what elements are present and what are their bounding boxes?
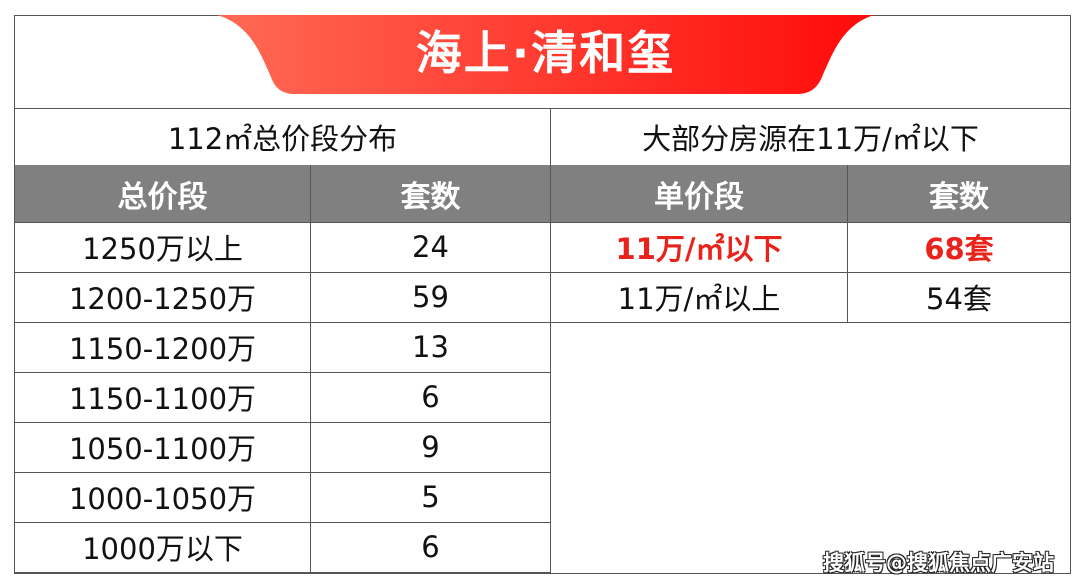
table-cell-count: 13 <box>311 322 551 373</box>
watermark: 搜狐号@搜狐焦点广安站 <box>823 551 1054 575</box>
header-total-price: 总价段 <box>14 165 311 223</box>
header-unit-price: 单价段 <box>551 165 848 223</box>
table-cell-price-range: 1000-1050万 <box>14 472 311 523</box>
table-frame: 海上·清和玺 <box>14 15 1071 574</box>
table-cell-unit-price: 11万/㎡以下 <box>551 222 848 273</box>
header-count: 套数 <box>311 165 551 223</box>
title-banner: 海上·清和玺 <box>217 15 874 94</box>
right-table-caption: 大部分房源在11万/㎡以下 <box>551 108 1071 166</box>
table-cell-price-range: 1150-1100万 <box>14 372 311 423</box>
table-cell-count: 6 <box>311 372 551 423</box>
banner-shape <box>217 15 874 94</box>
table-cell-price-range: 1000万以下 <box>14 522 311 573</box>
table-cell-price-range: 1150-1200万 <box>14 322 311 373</box>
table-cell-count: 59 <box>311 272 551 323</box>
left-table-caption: 112㎡总价段分布 <box>14 108 551 166</box>
table-cell-price-range: 1200-1250万 <box>14 272 311 323</box>
table-cell-price-range: 1050-1100万 <box>14 422 311 473</box>
header-count: 套数 <box>848 165 1071 223</box>
page-title: 海上·清和玺 <box>415 26 676 80</box>
table-cell-count: 54套 <box>848 272 1071 323</box>
table-cell-unit-price: 11万/㎡以上 <box>551 272 848 323</box>
table-cell-price-range: 1250万以上 <box>14 222 311 273</box>
table-cell-count: 24 <box>311 222 551 273</box>
table-cell-count: 5 <box>311 472 551 523</box>
table-cell-count: 68套 <box>848 222 1071 273</box>
table-cell-count: 9 <box>311 422 551 473</box>
table-cell-count: 6 <box>311 522 551 573</box>
